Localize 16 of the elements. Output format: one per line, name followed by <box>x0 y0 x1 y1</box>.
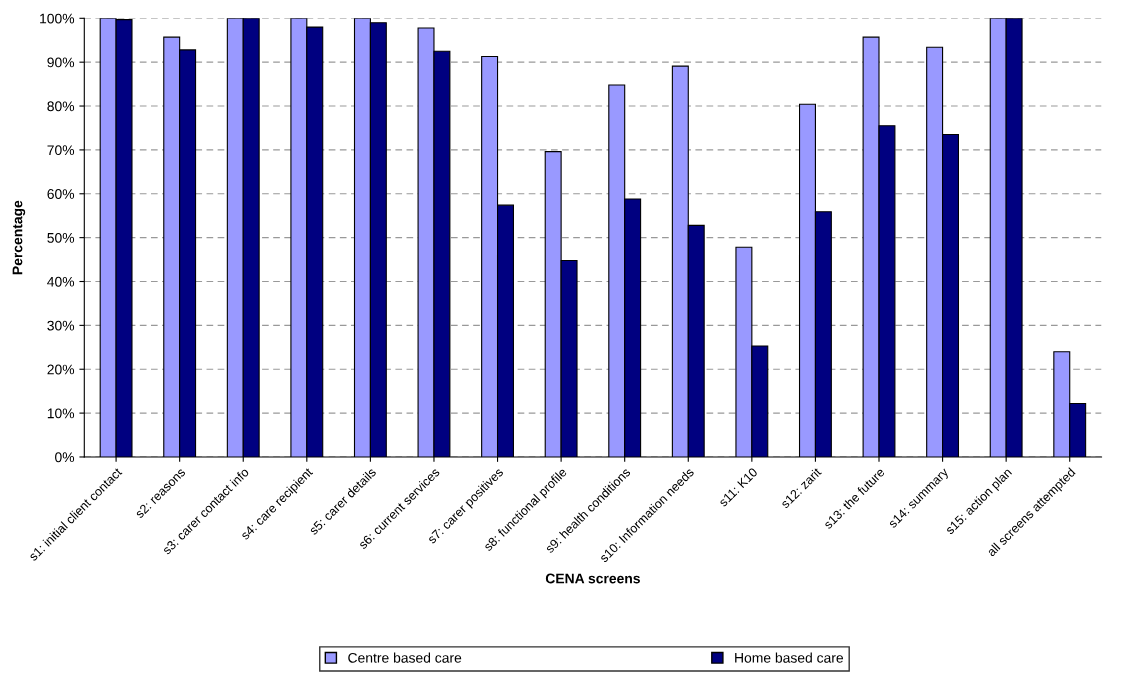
y-tick-label: 100% <box>40 13 75 24</box>
y-tick-label: 90% <box>47 57 75 68</box>
legend-label: Centre based care <box>348 652 462 663</box>
x-tick-label: s11: K10 <box>718 467 758 508</box>
legend-label: Home based care <box>735 652 844 663</box>
y-tick-label: 10% <box>47 408 75 419</box>
x-axis-title: CENA screens <box>545 573 640 584</box>
y-tick-label: 40% <box>47 276 75 287</box>
y-tick-label: 20% <box>47 364 75 375</box>
y-tick-label: 30% <box>47 320 75 331</box>
y-tick-label: 50% <box>47 232 75 243</box>
y-tick-label: 60% <box>47 189 75 199</box>
y-tick-label: 0% <box>55 452 75 463</box>
y-tick-label: 70% <box>47 145 75 156</box>
y-tick-label: 80% <box>47 101 75 112</box>
y-axis-title: Percentage <box>12 200 26 275</box>
